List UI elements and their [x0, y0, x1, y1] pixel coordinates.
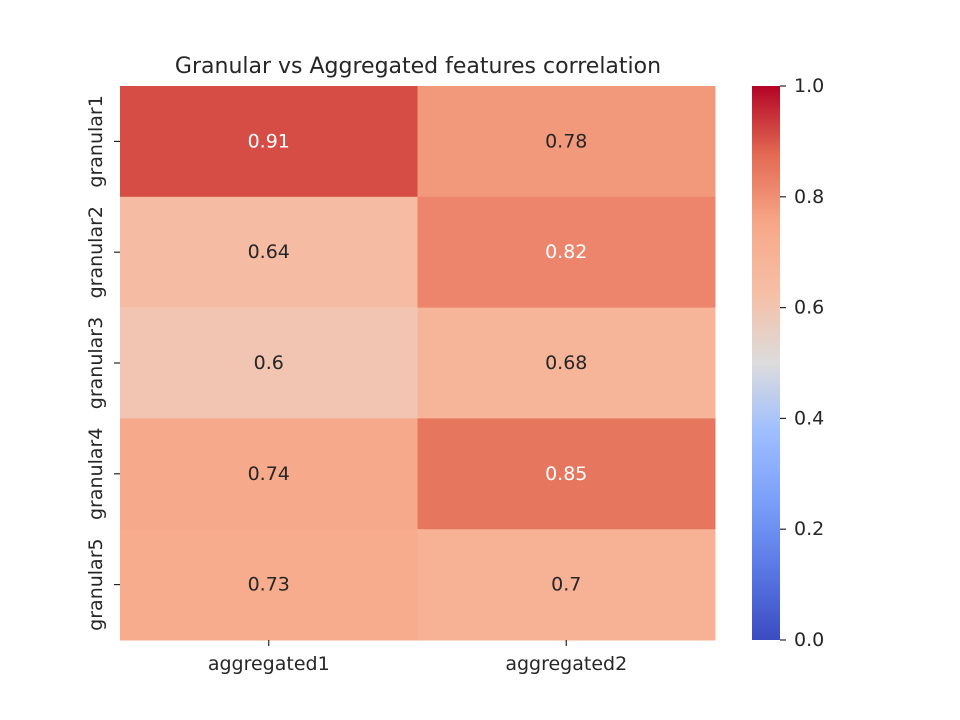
colorbar-tick-label: 0.4 [794, 407, 824, 429]
x-axis: aggregated1 aggregated2 [208, 640, 627, 675]
heatmap-cell [120, 86, 418, 198]
heatmap-cell [120, 418, 418, 530]
cell-value-label: 0.7 [551, 574, 581, 596]
colorbar: 0.0 0.2 0.4 0.6 0.8 1.0 [752, 75, 824, 651]
cell-value-label: 0.6 [254, 352, 284, 374]
x-tick-label: aggregated2 [505, 653, 627, 675]
heatmap-cell [417, 529, 716, 641]
y-tick-label: granular4 [85, 428, 107, 520]
y-tick-label: granular3 [85, 317, 107, 409]
cell-value-label: 0.85 [545, 463, 587, 485]
x-tick-label: aggregated1 [208, 653, 330, 675]
colorbar-tick-label: 0.0 [794, 629, 824, 651]
heatmap-cell [120, 307, 418, 419]
colorbar-tick-label: 0.2 [794, 518, 824, 540]
colorbar-tick-label: 0.6 [794, 297, 824, 319]
colorbar-tick-label: 0.8 [794, 186, 824, 208]
heatmap-cell [120, 196, 418, 309]
heatmap-cell [417, 86, 716, 198]
heatmap-cell [120, 529, 418, 641]
cell-value-label: 0.68 [545, 352, 587, 374]
colorbar-scale [752, 86, 780, 640]
chart-title: Granular vs Aggregated features correlat… [175, 54, 661, 79]
cell-value-label: 0.74 [248, 463, 290, 485]
cell-value-label: 0.91 [248, 130, 290, 152]
cell-value-label: 0.82 [545, 241, 587, 263]
y-axis: granular1 granular2 granular3 granular4 gran… [85, 95, 120, 631]
y-tick-label: granular2 [85, 206, 107, 298]
colorbar-tick-label: 1.0 [794, 75, 824, 97]
cell-value-label: 0.73 [248, 574, 290, 596]
heatmap-cell [417, 196, 716, 309]
cell-value-label: 0.78 [545, 130, 587, 152]
cell-value-label: 0.64 [248, 241, 290, 263]
heatmap-cell [417, 418, 716, 530]
heatmap-cell [417, 307, 716, 419]
heatmap-cell-labels: 0.91 0.78 0.64 0.82 0.6 0.68 0.74 0.85 0.73 0.7 [248, 130, 588, 595]
y-tick-label: granular5 [85, 538, 107, 630]
heatmap-cells [120, 86, 716, 641]
y-tick-label: granular1 [85, 95, 107, 187]
